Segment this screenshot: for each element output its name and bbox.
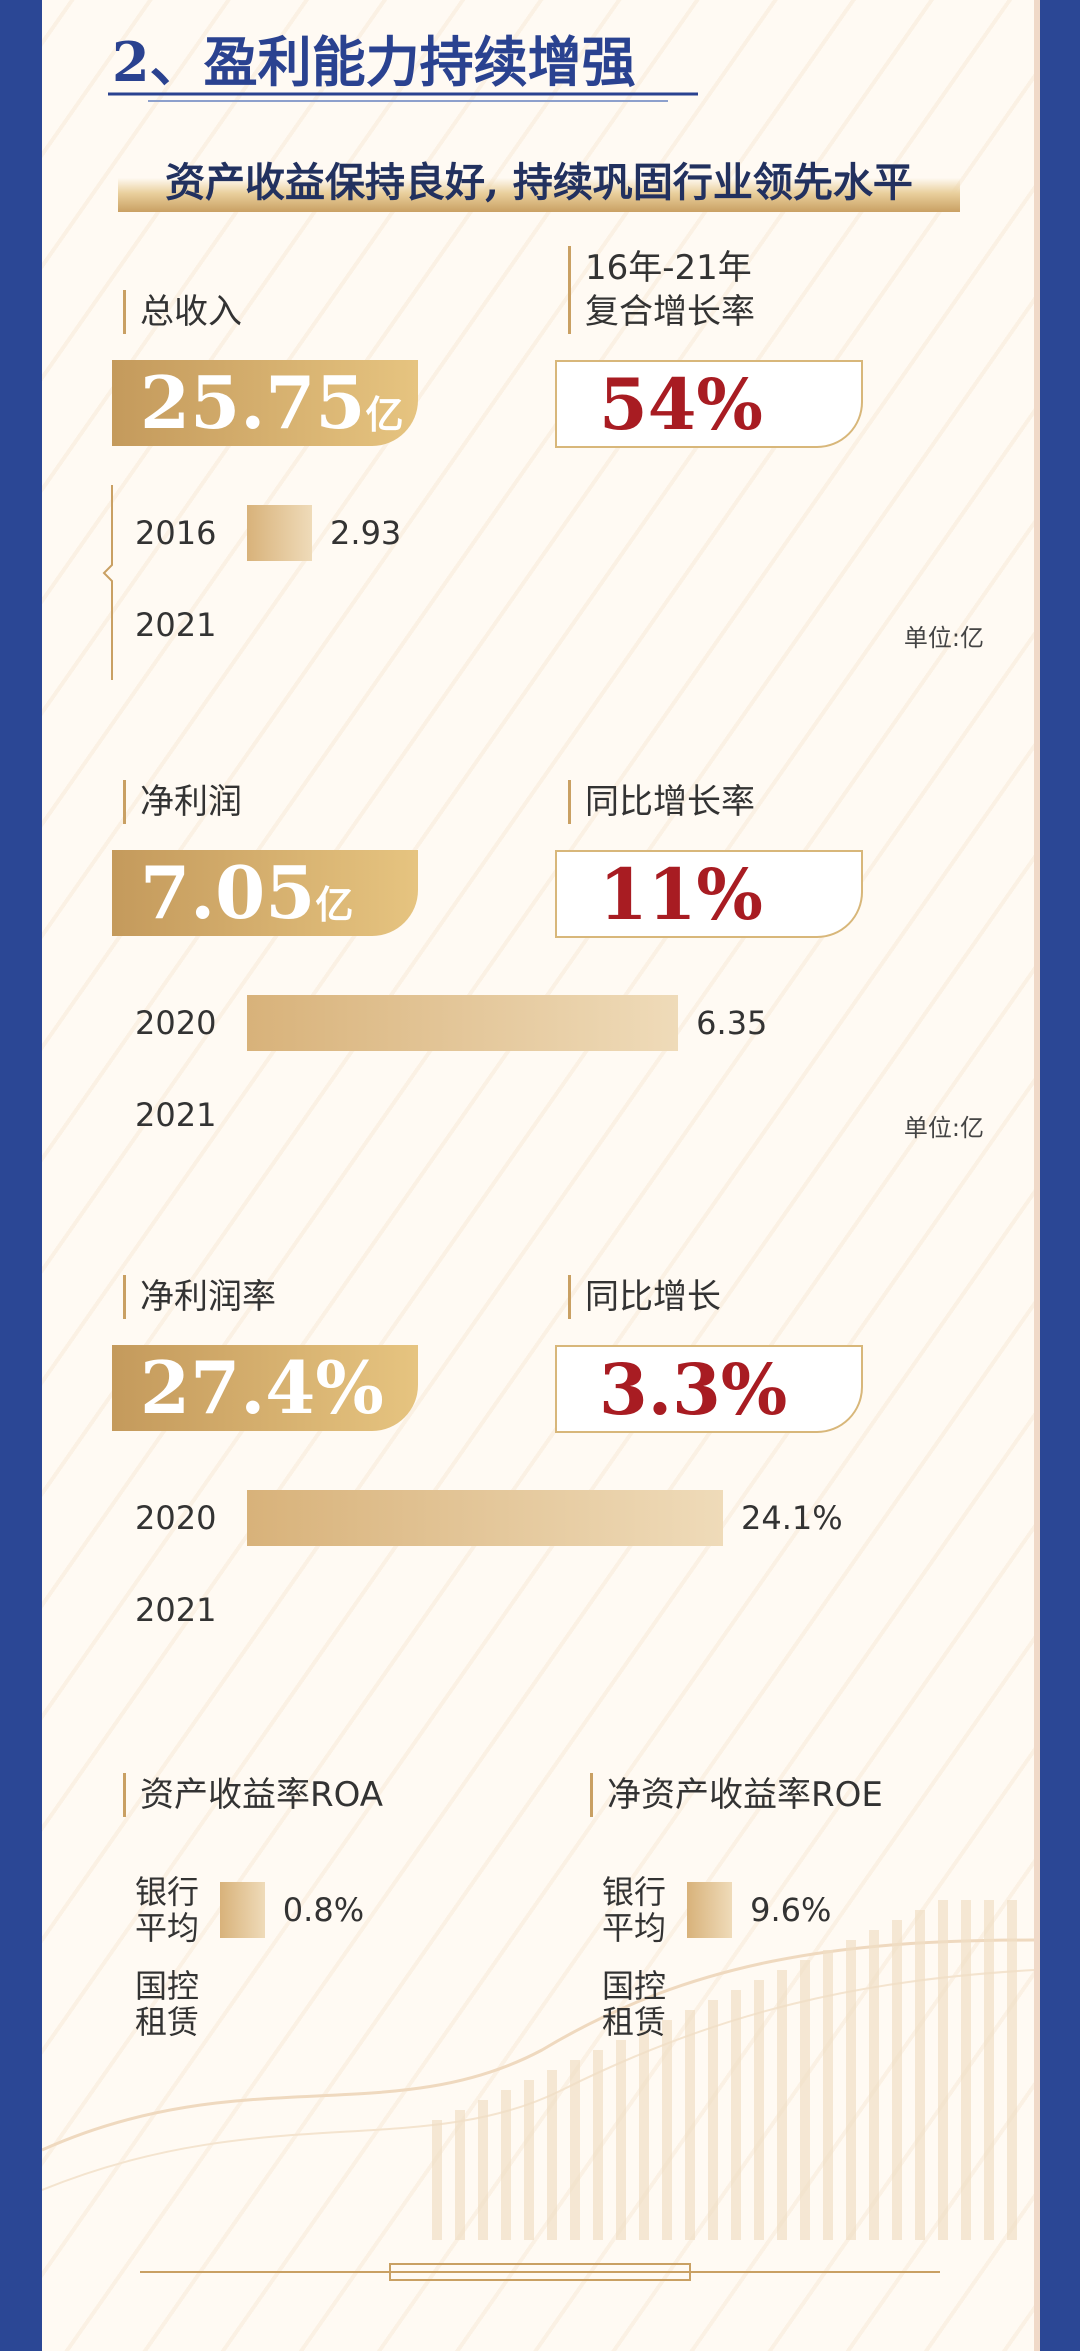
metric-label: 净利润 — [123, 780, 242, 824]
bar — [220, 1882, 265, 1938]
subtitle: 资产收益保持良好, 持续巩固行业领先水平 — [118, 150, 960, 212]
return-name-line: 银行 — [602, 1873, 667, 1911]
bar — [247, 1490, 723, 1546]
figure-value: 27.4% — [140, 1345, 384, 1430]
year: 2021 — [135, 606, 217, 644]
deco-bar — [754, 1980, 764, 2240]
deco-bar — [961, 1900, 971, 2240]
growth-label-line: 同比增长 — [585, 1277, 721, 1317]
metric-label: 净利润率 — [123, 1275, 276, 1319]
growth-value: 3.3% — [599, 1348, 788, 1431]
deco-bar — [547, 2070, 557, 2240]
decoration — [42, 1900, 1034, 2281]
deco-bar — [869, 1930, 879, 2240]
deco-bar — [846, 1940, 856, 2240]
deco-bar — [432, 2120, 442, 2240]
deco-bar — [823, 1950, 833, 2240]
return-name-line: 平均 — [135, 1909, 200, 1947]
return-name: 银行 平均 — [602, 1874, 666, 1946]
bar-value: 9.6% — [750, 1891, 832, 1929]
metric-box: 25.75亿 — [112, 360, 418, 446]
growth-label-line: 同比增长率 — [585, 782, 755, 822]
unit-note: 单位:亿 — [903, 624, 984, 652]
deco-bar — [501, 2090, 511, 2240]
deco-bar — [708, 2000, 718, 2240]
bar-value: 6.35 — [696, 1004, 768, 1042]
title: 2、盈利能力持续增强 — [112, 30, 636, 94]
return-label: 资产收益率ROA — [123, 1773, 383, 1817]
deco-bar — [777, 1970, 787, 2240]
return-name-line: 租赁 — [602, 2003, 667, 2041]
deco-bar — [524, 2080, 534, 2240]
growth-label: 16年-21年 复合增长率 — [568, 246, 755, 334]
year: 2020 — [135, 1004, 217, 1042]
growth-value: 11% — [599, 853, 763, 936]
bar — [687, 1882, 733, 1938]
deco-bar — [984, 1900, 994, 2240]
figure-value: 7.05 — [140, 850, 316, 935]
return-name-line: 国控 — [602, 1967, 667, 2005]
metric-label: 总收入 — [123, 290, 242, 334]
bracket — [102, 485, 113, 680]
deco-bar — [938, 1900, 948, 2240]
deco-bar — [616, 2040, 626, 2240]
metric-box: 7.05亿 — [112, 850, 418, 936]
return-name-line: 租赁 — [135, 2003, 200, 2041]
deco-bar — [639, 2030, 649, 2240]
bar-value: 24.1% — [740, 1499, 843, 1537]
return-name: 国控 租赁 — [135, 1968, 199, 2040]
growth-label: 同比增长率 — [568, 780, 755, 824]
growth-box: 54% — [555, 360, 863, 448]
deco-bar — [800, 1960, 810, 2240]
metric-figure: 27.4% — [140, 1345, 384, 1431]
year: 2020 — [135, 1499, 217, 1537]
bar — [247, 995, 679, 1051]
deco-bar — [455, 2110, 465, 2240]
metric-box: 27.4% — [112, 1345, 418, 1431]
return-name-line: 平均 — [602, 1909, 667, 1947]
deco-bar — [593, 2050, 603, 2240]
deco-bar — [570, 2060, 580, 2240]
figure-unit: 亿 — [315, 882, 354, 927]
return-name-line: 银行 — [135, 1873, 200, 1911]
year: 2021 — [135, 1096, 217, 1134]
growth-box: 11% — [555, 850, 863, 938]
deco-bar — [1007, 1900, 1017, 2240]
metric-figure: 7.05亿 — [140, 850, 353, 948]
bar-value: 2.93 — [330, 514, 402, 552]
metric-figure: 25.75亿 — [140, 360, 403, 458]
growth-box: 3.3% — [555, 1345, 863, 1433]
bar — [247, 505, 313, 561]
growth-label: 同比增长 — [568, 1275, 721, 1319]
deco-bar — [731, 1990, 741, 2240]
return-label: 净资产收益率ROE — [590, 1773, 883, 1817]
figure-value: 25.75 — [140, 360, 366, 445]
title-underline — [108, 92, 698, 102]
bar-value: 0.8% — [282, 1891, 365, 1929]
border-left — [0, 0, 42, 2351]
growth-label-line: 16年-21年 — [585, 248, 752, 288]
deco-bar — [478, 2100, 488, 2240]
growth-label-line: 复合增长率 — [585, 292, 755, 332]
border-right — [1040, 0, 1080, 2351]
border-strip — [1034, 0, 1040, 2351]
return-name: 银行 平均 — [135, 1874, 199, 1946]
year: 2021 — [135, 1591, 217, 1629]
deco-bar — [685, 2010, 695, 2240]
unit-note: 单位:亿 — [903, 1114, 984, 1142]
return-name: 国控 租赁 — [602, 1968, 666, 2040]
growth-value: 54% — [599, 363, 763, 446]
figure-unit: 亿 — [365, 392, 404, 437]
return-name-line: 国控 — [135, 1967, 200, 2005]
year: 2016 — [135, 514, 217, 552]
deco-bar — [662, 2020, 672, 2240]
deco-bar — [915, 1910, 925, 2240]
deco-bar — [892, 1920, 902, 2240]
